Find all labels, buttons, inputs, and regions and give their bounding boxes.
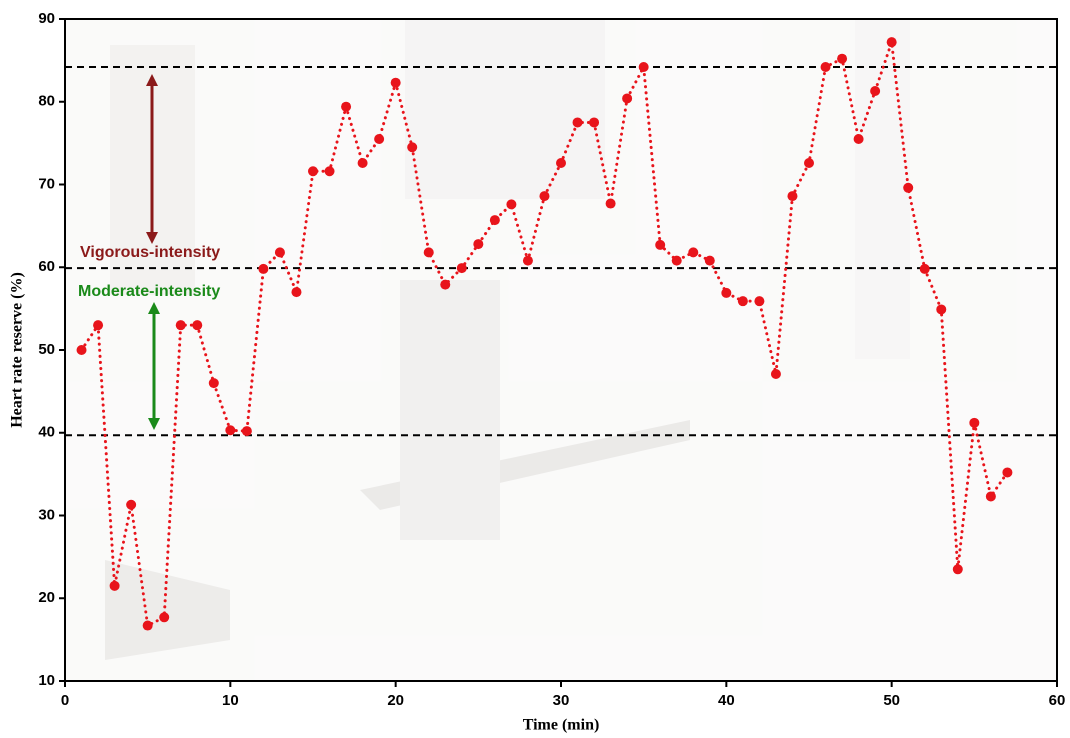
data-point bbox=[754, 296, 764, 306]
data-point bbox=[308, 166, 318, 176]
y-tick-label: 10 bbox=[38, 672, 55, 689]
y-tick-label: 30 bbox=[38, 506, 55, 523]
data-point bbox=[192, 320, 202, 330]
data-point bbox=[887, 37, 897, 47]
x-tick-label: 60 bbox=[1049, 692, 1066, 709]
data-point bbox=[705, 256, 715, 266]
data-point bbox=[986, 491, 996, 501]
data-point bbox=[176, 320, 186, 330]
data-point bbox=[688, 247, 698, 257]
y-tick-label: 80 bbox=[38, 93, 55, 110]
data-point bbox=[506, 199, 516, 209]
data-point bbox=[573, 117, 583, 127]
x-axis-title: Time (min) bbox=[523, 717, 600, 734]
data-point bbox=[391, 78, 401, 88]
x-tick-label: 20 bbox=[387, 692, 404, 709]
data-point bbox=[969, 418, 979, 428]
data-point bbox=[93, 320, 103, 330]
data-point bbox=[672, 256, 682, 266]
background-photo bbox=[65, 19, 1057, 681]
y-axis-title: Heart rate reserve (%) bbox=[9, 272, 26, 428]
y-tick-label: 50 bbox=[38, 341, 55, 358]
data-point bbox=[407, 142, 417, 152]
data-point bbox=[920, 264, 930, 274]
data-point bbox=[606, 199, 616, 209]
data-point bbox=[655, 240, 665, 250]
data-point bbox=[787, 191, 797, 201]
data-point bbox=[639, 62, 649, 72]
data-point bbox=[209, 378, 219, 388]
data-point bbox=[953, 564, 963, 574]
data-point bbox=[358, 158, 368, 168]
data-point bbox=[721, 288, 731, 298]
data-point bbox=[1002, 467, 1012, 477]
data-point bbox=[854, 134, 864, 144]
data-point bbox=[424, 247, 434, 257]
data-point bbox=[738, 296, 748, 306]
x-tick-label: 0 bbox=[61, 692, 69, 709]
annotation: Vigorous-intensity bbox=[80, 244, 220, 261]
chart: Time (min) Heart rate reserve (%) Vigoro… bbox=[0, 0, 1070, 738]
data-point bbox=[341, 102, 351, 112]
x-tick-label: 50 bbox=[883, 692, 900, 709]
data-point bbox=[457, 263, 467, 273]
data-point bbox=[771, 369, 781, 379]
data-point bbox=[490, 215, 500, 225]
data-point bbox=[143, 621, 153, 631]
data-point bbox=[523, 256, 533, 266]
x-tick-label: 40 bbox=[718, 692, 735, 709]
y-tick-label: 70 bbox=[38, 175, 55, 192]
data-point bbox=[374, 134, 384, 144]
data-point bbox=[159, 612, 169, 622]
data-point bbox=[473, 239, 483, 249]
data-point bbox=[291, 287, 301, 297]
y-tick-label: 90 bbox=[38, 10, 55, 27]
x-tick-label: 10 bbox=[222, 692, 239, 709]
data-point bbox=[110, 581, 120, 591]
x-tick-label: 30 bbox=[553, 692, 570, 709]
data-point bbox=[225, 425, 235, 435]
data-point bbox=[275, 247, 285, 257]
y-tick-label: 40 bbox=[38, 424, 55, 441]
data-point bbox=[903, 183, 913, 193]
data-point bbox=[837, 54, 847, 64]
data-point bbox=[77, 345, 87, 355]
data-point bbox=[126, 500, 136, 510]
data-point bbox=[242, 426, 252, 436]
y-tick-label: 60 bbox=[38, 258, 55, 275]
data-point bbox=[440, 280, 450, 290]
y-tick-label: 20 bbox=[38, 589, 55, 606]
data-point bbox=[870, 86, 880, 96]
data-point bbox=[258, 264, 268, 274]
data-point bbox=[556, 158, 566, 168]
data-point bbox=[539, 191, 549, 201]
data-point bbox=[821, 62, 831, 72]
data-point bbox=[589, 117, 599, 127]
data-point bbox=[804, 158, 814, 168]
data-point bbox=[622, 93, 632, 103]
annotation: Moderate-intensity bbox=[78, 283, 220, 300]
data-point bbox=[325, 166, 335, 176]
data-point bbox=[936, 304, 946, 314]
